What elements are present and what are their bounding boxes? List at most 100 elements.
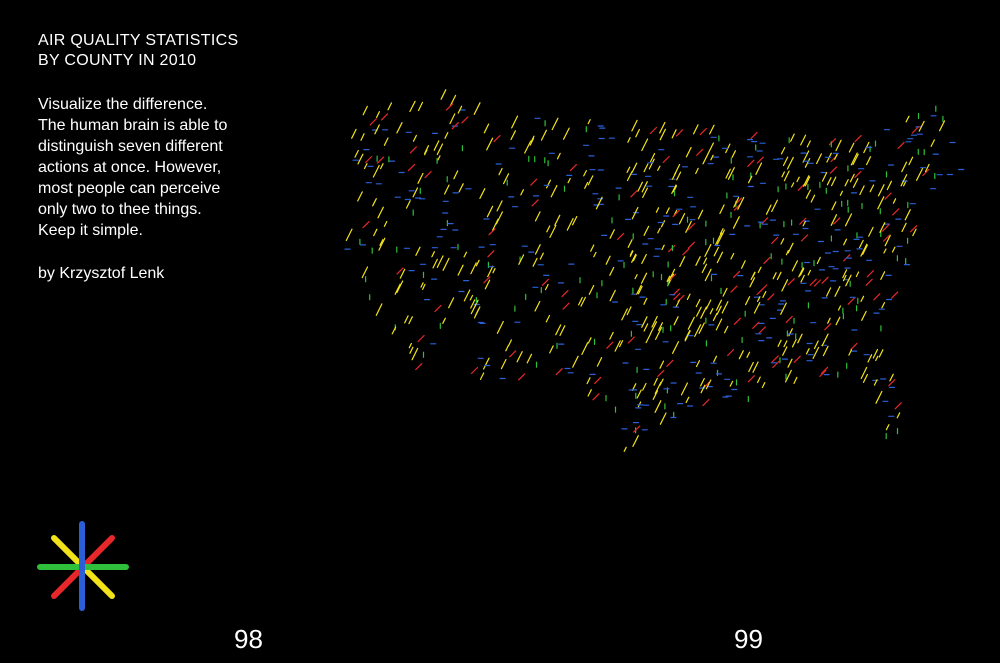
county-mark (511, 115, 519, 129)
county-mark (362, 221, 370, 229)
county-mark (865, 156, 872, 166)
county-mark (826, 176, 832, 186)
county-mark (649, 126, 657, 135)
county-mark (854, 134, 862, 143)
county-mark (614, 340, 621, 352)
county-mark (587, 389, 592, 397)
county-mark (631, 119, 638, 132)
county-mark (884, 192, 892, 200)
county-mark (785, 315, 793, 323)
county-mark (843, 238, 848, 246)
title-line-1: AIR QUALITY STATISTICS (38, 32, 239, 49)
county-mark (877, 184, 885, 197)
county-mark (831, 201, 837, 211)
county-mark (695, 298, 701, 308)
county-mark (671, 184, 677, 195)
county-mark (875, 355, 879, 362)
county-mark (873, 379, 878, 386)
county-mark (796, 176, 800, 183)
county-mark (703, 257, 708, 265)
county-mark (643, 323, 649, 332)
county-mark (668, 245, 676, 253)
county-mark (363, 162, 368, 170)
county-mark (634, 274, 638, 280)
county-mark (606, 341, 614, 349)
county-mark (821, 366, 829, 374)
county-mark (516, 351, 523, 363)
county-mark (745, 296, 751, 306)
county-mark (376, 156, 385, 164)
county-mark (824, 323, 832, 331)
county-mark (804, 157, 811, 168)
county-mark (894, 402, 902, 410)
county-mark (868, 226, 874, 237)
county-mark (687, 316, 695, 330)
county-mark (383, 137, 389, 146)
county-mark (609, 331, 614, 340)
county-mark (578, 296, 583, 306)
county-mark (457, 105, 463, 114)
asterisk-legend-icon (37, 521, 129, 611)
county-mark (881, 302, 886, 309)
county-mark (727, 348, 735, 357)
county-mark (732, 216, 740, 229)
county-mark (924, 163, 930, 173)
county-mark (687, 241, 695, 249)
county-mark (463, 289, 471, 302)
author-byline: by Krzysztof Lenk (38, 265, 165, 282)
county-mark (396, 122, 403, 134)
county-mark (909, 225, 918, 233)
county-mark (596, 357, 603, 367)
county-mark (732, 270, 741, 278)
county-mark (705, 379, 712, 390)
county-mark (783, 170, 790, 182)
county-mark (762, 290, 767, 298)
county-mark (407, 163, 416, 172)
county-mark (859, 185, 865, 196)
county-mark (592, 393, 600, 401)
county-mark (715, 232, 723, 246)
county-mark (847, 297, 855, 305)
county-mark (505, 344, 509, 352)
county-mark (865, 278, 873, 286)
county-mark (440, 89, 447, 100)
county-mark (648, 158, 655, 170)
county-mark (362, 105, 368, 116)
county-mark (781, 171, 785, 178)
county-mark (901, 222, 907, 233)
county-mark (733, 317, 741, 325)
county-mark (488, 228, 496, 236)
county-mark (587, 337, 592, 344)
county-mark (715, 318, 723, 331)
county-mark (679, 256, 686, 268)
county-mark (583, 169, 587, 177)
county-mark (641, 138, 649, 152)
county-mark (483, 123, 490, 134)
county-mark (733, 196, 740, 208)
county-mark (805, 189, 811, 199)
county-mark (524, 140, 532, 154)
county-mark (673, 163, 681, 176)
county-mark (508, 339, 512, 347)
county-mark (631, 206, 639, 220)
county-mark (827, 317, 831, 324)
county-mark (700, 384, 706, 394)
county-mark (741, 260, 746, 269)
county-mark (518, 373, 526, 381)
county-mark (473, 102, 481, 116)
county-mark (790, 133, 795, 142)
county-mark (869, 184, 875, 193)
county-mark (771, 355, 779, 363)
county-mark (697, 209, 704, 220)
county-mark (798, 267, 804, 278)
county-mark (554, 214, 561, 226)
county-mark (757, 266, 762, 274)
county-mark (637, 285, 643, 295)
county-mark (804, 176, 811, 187)
county-mark (503, 173, 510, 185)
county-mark (423, 149, 428, 156)
county-mark (442, 257, 450, 271)
county-mark (609, 229, 615, 239)
county-mark (678, 213, 686, 225)
page-number-left: 98 (234, 624, 263, 654)
